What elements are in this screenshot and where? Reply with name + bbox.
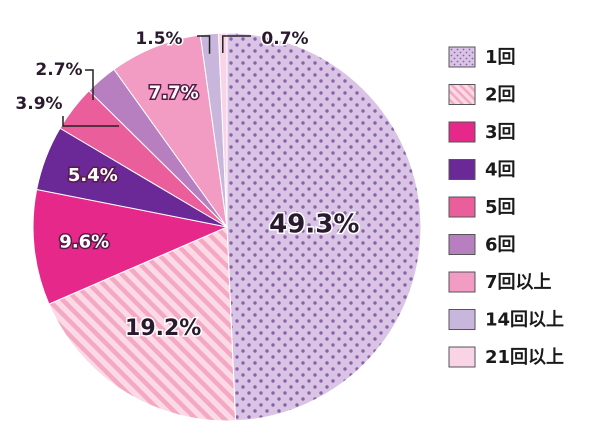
data-labels: 49.3% 19.2% 9.6% 5.4% 7.7% 3.9% 2.7% 1.5% 0.7%	[14, 28, 361, 343]
data-label-5: 3.9%	[15, 94, 62, 114]
legend-label-8: 14回以上	[485, 310, 564, 331]
legend-label-5: 5回	[485, 197, 516, 218]
legend-label-3: 3回	[485, 122, 516, 143]
pie-slices	[32, 32, 422, 422]
data-label-8: 1.5%	[135, 29, 182, 49]
slice-3	[32, 188, 229, 305]
legend-label-1: 1回	[485, 47, 516, 68]
legend: 1回 2回 3回 4回 5回 6回 7回以上 14回以上 21回以上	[448, 46, 564, 368]
data-label-9: 0.7%	[261, 29, 308, 49]
data-label-4: 5.4%	[68, 165, 118, 186]
data-label-6: 2.7%	[35, 60, 82, 80]
data-label-1: 49.3%	[269, 210, 359, 240]
slice-7	[113, 34, 228, 228]
legend-swatch-3	[448, 121, 476, 143]
legend-swatch-6	[448, 234, 476, 255]
legend-swatch-1	[448, 46, 476, 68]
legend-label-6: 6回	[485, 235, 516, 256]
slice-9	[217, 32, 228, 228]
legend-swatch-4	[448, 159, 476, 180]
legend-swatch-8	[448, 309, 476, 330]
legend-label-7: 7回以上	[485, 272, 552, 293]
leader-line-9	[222, 35, 251, 54]
data-label-7: 7.7%	[149, 83, 199, 104]
leader-line-6	[85, 69, 94, 100]
legend-label-2: 2回	[485, 85, 516, 106]
data-label-3: 9.6%	[59, 231, 109, 252]
legend-label-4: 4回	[485, 160, 516, 181]
leader-line-8	[197, 35, 211, 54]
slice-1	[226, 32, 422, 422]
leader-lines	[62, 35, 251, 127]
legend-swatch-9	[448, 346, 476, 368]
legend-label-9: 21回以上	[485, 347, 564, 368]
data-label-2: 19.2%	[125, 316, 201, 341]
legend-swatch-7	[448, 271, 476, 293]
legend-swatch-2	[448, 84, 476, 105]
legend-swatch-5	[448, 196, 476, 218]
slice-2	[48, 226, 237, 422]
leader-line-5	[62, 116, 119, 127]
